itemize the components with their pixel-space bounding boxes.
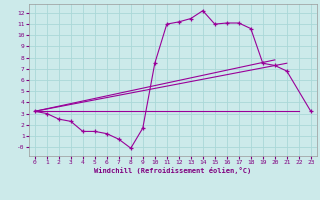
X-axis label: Windchill (Refroidissement éolien,°C): Windchill (Refroidissement éolien,°C) <box>94 167 252 174</box>
